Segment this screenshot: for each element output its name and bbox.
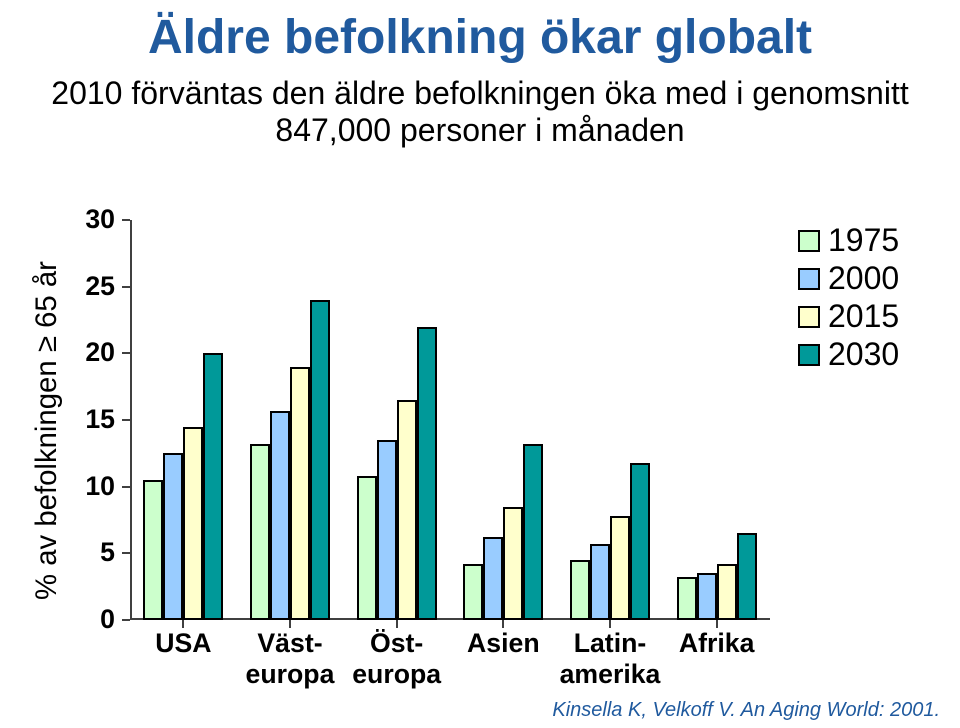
bar: [523, 444, 543, 620]
bar: [310, 300, 330, 620]
legend-label: 2030: [828, 336, 899, 373]
bar: [677, 577, 697, 620]
xtick-label: Öst-europa: [343, 628, 450, 690]
bar: [610, 516, 630, 620]
xtick-mark: [396, 620, 398, 628]
bar: [183, 427, 203, 620]
bar: [503, 507, 523, 620]
bar: [590, 544, 610, 620]
bar: [143, 480, 163, 620]
ytick-mark: [122, 286, 130, 288]
xtick-label: Asien: [450, 628, 557, 659]
bar: [737, 533, 757, 620]
legend-swatch: [798, 268, 820, 290]
ytick-mark: [122, 619, 130, 621]
legend-row: 1975: [798, 222, 899, 259]
bar: [717, 564, 737, 620]
bar: [163, 453, 183, 620]
legend-label: 1975: [828, 222, 899, 259]
xtick-mark: [609, 620, 611, 628]
xtick-label: Väst-europa: [237, 628, 344, 690]
ytick-mark: [122, 419, 130, 421]
bar: [697, 573, 717, 620]
legend-swatch: [798, 306, 820, 328]
ytick-label: 0: [70, 604, 115, 635]
bar: [570, 560, 590, 620]
bar: [630, 463, 650, 620]
bar: [463, 564, 483, 620]
legend-row: 2000: [798, 260, 899, 297]
legend-row: 2030: [798, 336, 899, 373]
xtick-mark: [182, 620, 184, 628]
bar: [270, 411, 290, 620]
ytick-label: 30: [70, 204, 115, 235]
ytick-label: 15: [70, 404, 115, 435]
chart-page: Äldre befolkning ökar globalt 2010 förvä…: [0, 0, 960, 728]
ytick-mark: [122, 486, 130, 488]
bar: [417, 327, 437, 620]
legend-row: 2015: [798, 298, 899, 335]
legend-label: 2000: [828, 260, 899, 297]
bar: [397, 400, 417, 620]
ytick-mark: [122, 219, 130, 221]
legend-swatch: [798, 230, 820, 252]
xtick-mark: [289, 620, 291, 628]
citation: Kinsella K, Velkoff V. An Aging World: 2…: [552, 699, 940, 722]
xtick-label: Afrika: [663, 628, 770, 659]
ytick-label: 5: [70, 537, 115, 568]
xtick-mark: [716, 620, 718, 628]
plot-area: [130, 220, 770, 620]
bar: [357, 476, 377, 620]
xtick-label: Latin-amerika: [557, 628, 664, 690]
bar: [290, 367, 310, 620]
ytick-label: 20: [70, 337, 115, 368]
legend-swatch: [798, 344, 820, 366]
xtick-label: USA: [130, 628, 237, 659]
bar: [203, 353, 223, 620]
bar: [483, 537, 503, 620]
ytick-label: 10: [70, 471, 115, 502]
ytick-label: 25: [70, 271, 115, 302]
ytick-mark: [122, 352, 130, 354]
legend-label: 2015: [828, 298, 899, 335]
bar: [250, 444, 270, 620]
bar: [377, 440, 397, 620]
ytick-mark: [122, 552, 130, 554]
xtick-mark: [502, 620, 504, 628]
